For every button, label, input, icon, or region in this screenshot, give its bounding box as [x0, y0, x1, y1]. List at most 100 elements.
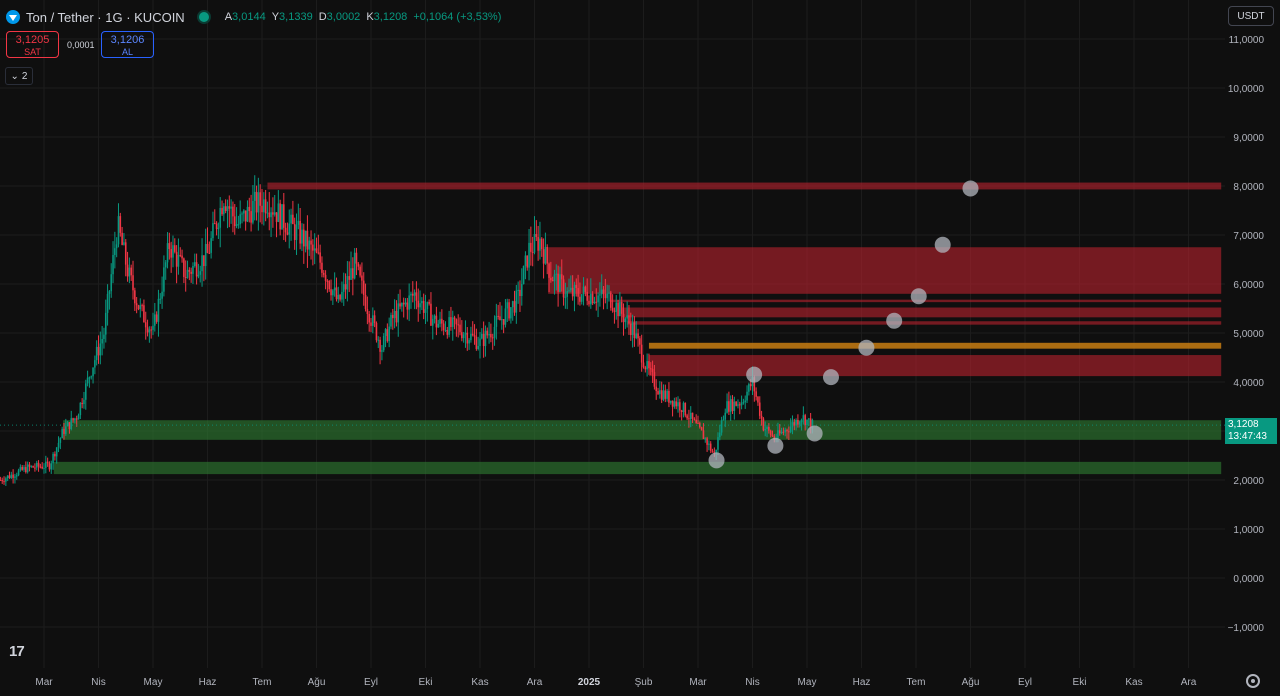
candle-body	[357, 263, 360, 267]
candle-body	[579, 296, 581, 302]
candle-body	[28, 464, 31, 467]
indicators-collapse-button[interactable]: ⌄ 2	[5, 67, 33, 85]
candle-body	[582, 286, 585, 295]
candle-body	[522, 266, 525, 285]
candle-body	[608, 292, 610, 294]
candle-body	[143, 305, 145, 323]
candle-body	[419, 303, 421, 308]
candle-body	[411, 293, 414, 296]
candle-body	[644, 367, 647, 370]
candle-body	[553, 274, 556, 282]
candle-body	[622, 313, 625, 323]
candle-body	[197, 274, 200, 277]
candle-body	[557, 273, 559, 292]
candle-body	[95, 346, 98, 361]
candle-body	[809, 418, 812, 429]
candle-body	[384, 329, 387, 337]
time-tick-label: Tem	[253, 677, 272, 688]
candle-body	[560, 274, 563, 280]
candle-body	[203, 255, 205, 267]
time-axis[interactable]: Mar Nis May Haz Tem Ağu Eyl Eki Kas Ara 2025 Şub Mar…	[35, 677, 1196, 688]
candle-body	[177, 254, 180, 267]
sell-price: 3,1205	[15, 34, 50, 46]
price-axis[interactable]: 11,0000 10,0000 9,0000 8,0000 7,0000 6,0000 5,…	[1225, 0, 1280, 668]
candle-body	[328, 281, 331, 290]
candle-body	[744, 400, 747, 403]
candle-body	[540, 238, 543, 250]
candle-body	[415, 292, 418, 301]
candle-body	[559, 274, 561, 292]
candle-body	[671, 400, 674, 407]
buy-button[interactable]: 3,1206 AL	[101, 31, 154, 58]
market-open-status-icon[interactable]	[198, 12, 209, 22]
sell-button[interactable]: 3,1205 SAT	[6, 31, 59, 58]
symbol-title[interactable]: Ton / Tether · 1G · KUCOIN	[26, 9, 185, 25]
candle-body	[758, 402, 761, 416]
gear-icon[interactable]	[1246, 674, 1260, 688]
candle-body	[292, 214, 294, 225]
candle-body	[399, 303, 401, 307]
currency-select[interactable]: USDT	[1228, 6, 1274, 26]
candle-body	[766, 426, 768, 430]
candle-body	[392, 314, 394, 319]
candle-body	[470, 333, 472, 341]
time-tick-label: Haz	[199, 677, 217, 688]
candle-body	[782, 431, 785, 433]
time-tick-label: Tem	[907, 677, 926, 688]
candle-body	[313, 248, 316, 251]
candle-body	[401, 302, 403, 307]
candle-body	[471, 333, 474, 336]
candle-body	[749, 384, 752, 387]
candle-body	[649, 368, 652, 370]
candle-body	[317, 252, 320, 254]
candle-body	[94, 360, 96, 368]
price-tick-label: 8,0000	[1233, 182, 1264, 193]
candle-body	[215, 223, 218, 229]
candle-body	[653, 372, 656, 387]
candle-body	[10, 474, 13, 478]
candle-body	[717, 437, 719, 450]
candle-body	[43, 467, 45, 469]
candle-body	[353, 252, 356, 279]
candle-body	[112, 255, 114, 275]
candle-body	[453, 317, 456, 320]
candle-body	[442, 323, 445, 331]
time-tick-label: Ağu	[308, 677, 326, 688]
candle-body	[544, 247, 547, 264]
time-tick-label: May	[144, 677, 163, 688]
candle-body	[361, 275, 363, 281]
candle-body	[798, 422, 801, 425]
candle-body	[335, 287, 338, 300]
sell-label: SAT	[24, 47, 41, 57]
candle-body	[241, 213, 243, 215]
candle-body	[70, 418, 73, 430]
candle-body	[635, 333, 638, 339]
grid-layer	[0, 0, 1225, 668]
zone-layer	[53, 182, 1222, 475]
candle-body	[688, 418, 690, 420]
candle-body	[283, 204, 285, 228]
candle-body	[168, 243, 171, 250]
tradingview-logo-icon[interactable]: 17	[9, 643, 25, 660]
candle-body	[684, 402, 687, 416]
candle-body	[332, 290, 334, 296]
candle-body	[451, 317, 454, 327]
candle-body	[448, 317, 450, 335]
candle-body	[675, 401, 677, 407]
candle-countdown: 13:47:43	[1228, 431, 1267, 442]
candle-body	[259, 192, 261, 206]
candle-body	[126, 264, 129, 277]
candle-body	[137, 305, 140, 310]
buy-label: AL	[121, 47, 133, 57]
candle-body	[52, 453, 54, 464]
candle-body	[611, 307, 614, 311]
legend-header: Ton / Tether · 1G · KUCOIN A3,0144 Y3,13…	[6, 7, 501, 27]
candle-body	[279, 203, 281, 230]
price-tick-label: 5,0000	[1233, 329, 1264, 340]
candle-body	[599, 294, 601, 296]
candle-body	[660, 390, 663, 400]
candle-body	[595, 301, 598, 303]
candle-body	[461, 332, 463, 339]
candle-body	[397, 303, 400, 323]
